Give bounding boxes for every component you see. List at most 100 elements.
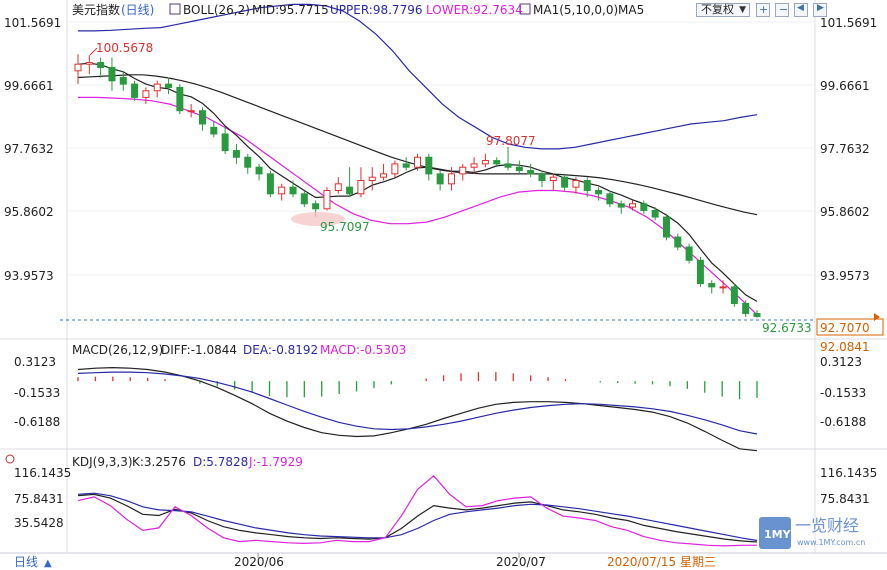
restore-select[interactable]: 不复权 ▼ (696, 3, 750, 17)
macd-diff: DIFF:-1.0844 (161, 343, 237, 357)
candle-body (142, 90, 150, 98)
boll-icon (169, 3, 181, 15)
plus-icon: + (759, 3, 769, 16)
candle-body (538, 173, 546, 182)
watermark-logo-icon (759, 517, 791, 549)
watermark-logo: 1MY (764, 528, 792, 541)
macd-tick-left-3: -0.6188 (14, 415, 60, 429)
zoom-out-button[interactable]: − (775, 3, 789, 17)
candle-body (730, 286, 738, 304)
price-arrow-icon (874, 313, 880, 321)
macd-tick-right-2: -0.1533 (820, 386, 866, 400)
cursor-date: 2020/07/15 星期三 (607, 555, 716, 569)
candle-body (402, 163, 410, 168)
candle-body (210, 126, 218, 135)
candle-body (561, 176, 569, 188)
candlesticks (74, 54, 761, 318)
last-price-box (816, 318, 884, 336)
period-button-label[interactable]: 日线 (14, 555, 38, 569)
kdj-plot (77, 474, 758, 547)
candle-body (447, 173, 455, 185)
candle-body (289, 186, 297, 195)
candle-body (244, 156, 252, 168)
candle-body (266, 173, 274, 195)
candle-body (617, 203, 625, 208)
kdj-tick-left-3: 35.5428 (14, 516, 64, 530)
candle-body (97, 62, 105, 69)
main-tick-right-3: 97.7632 (820, 142, 870, 156)
boll-label: BOLL(26,2) (183, 3, 250, 17)
candle-body (232, 150, 240, 158)
macd-title: MACD(26,12,9) (72, 343, 163, 357)
candle-body (527, 170, 535, 175)
candle-body (742, 302, 750, 314)
candle-body (583, 180, 591, 191)
candle-body (515, 166, 523, 172)
candle-body (674, 236, 682, 248)
kdj-k-line (77, 493, 758, 543)
candle-body (108, 67, 116, 82)
kdj-tick-left-1: 116.1435 (14, 466, 71, 480)
macd-tick-left-1: 0.3123 (14, 355, 56, 369)
low-marker (291, 212, 345, 226)
candle-body (131, 83, 139, 98)
candle-body (176, 86, 184, 112)
macd-dea-line (77, 371, 758, 435)
price-extra-value: 92.0841 (820, 340, 870, 354)
zoom-in-button[interactable]: + (756, 3, 770, 17)
period-label: (日线) (121, 3, 154, 17)
candle-body (685, 246, 693, 261)
minus-icon: − (779, 3, 789, 16)
kdj-d-line (77, 492, 758, 542)
move-left-button[interactable]: ◀ (794, 3, 808, 17)
candle-body (662, 216, 670, 238)
candle-body (753, 312, 761, 317)
high-annotation: 100.5678 (96, 41, 153, 55)
kdj-title: KDJ(9,3,3) (72, 455, 133, 469)
candle-body (572, 180, 580, 188)
boll-upper: UPPER:98.7796 (330, 3, 422, 17)
boll-mid: MID:95.7715 (252, 3, 329, 17)
candle-body (481, 160, 489, 165)
kdj-j: J:-1.7929 (248, 455, 303, 469)
date-label-1: 2020/06 (234, 555, 284, 569)
candle-body (696, 259, 704, 285)
candle-body (334, 183, 342, 191)
candle-body (640, 203, 648, 211)
candle-body (368, 176, 376, 182)
candle-body (153, 83, 161, 92)
main-tick-left-4: 95.8602 (4, 205, 54, 219)
watermark-brand: 一览财经 (795, 516, 859, 535)
high-pointer (89, 47, 98, 56)
candle-body (549, 176, 557, 182)
macd-value: MACD:-0.5303 (320, 343, 406, 357)
candle-body (187, 110, 195, 113)
chevron-down-icon: ▼ (739, 5, 746, 15)
candle-body (346, 186, 354, 195)
gridlines (67, 21, 815, 276)
last-annotation: 92.6733 (762, 321, 812, 335)
macd-dea: DEA:-0.8192 (243, 343, 318, 357)
candle-body (198, 110, 206, 125)
kdj-k: K:3.2576 (132, 455, 186, 469)
main-tick-left-3: 97.7632 (4, 142, 54, 156)
date-label-2: 2020/07 (496, 555, 546, 569)
candle-body (595, 189, 603, 195)
candle-body (629, 203, 637, 208)
candle-body (708, 283, 716, 288)
move-right-button[interactable]: ▶ (813, 3, 827, 17)
macd-tick-right-3: -0.6188 (820, 415, 866, 429)
candle-body (357, 180, 365, 195)
period-button-arrow[interactable]: ▲ (44, 558, 52, 569)
kdj-settings-icon[interactable] (5, 454, 15, 464)
candle-body (119, 76, 127, 85)
macd-tick-right-1: 0.3123 (820, 355, 862, 369)
candle-body (221, 133, 229, 152)
candle-body (323, 189, 331, 210)
main-tick-right-4: 95.8602 (820, 205, 870, 219)
kdj-d: D:5.7828 (193, 455, 248, 469)
main-tick-left-1: 101.5691 (4, 16, 61, 30)
low-annotation: 95.7097 (320, 220, 370, 234)
